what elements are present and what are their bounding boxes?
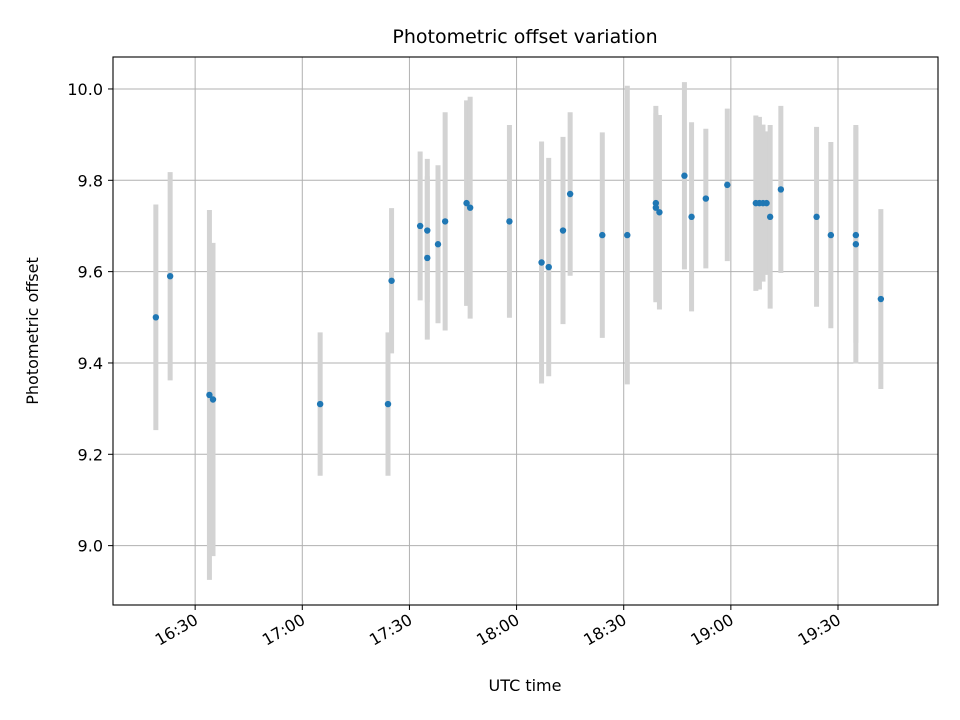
data-point [624, 231, 631, 239]
data-point [384, 400, 392, 408]
y-tick-label: 9.2 [78, 445, 103, 464]
data-point [463, 199, 470, 207]
data-point [827, 231, 835, 239]
data-point [763, 199, 770, 207]
data-point [652, 199, 660, 207]
data-point [559, 227, 567, 234]
y-tick-label: 9.8 [78, 171, 103, 190]
data-point [724, 181, 731, 189]
data-point [209, 396, 217, 403]
data-point [152, 314, 160, 321]
data-point [688, 213, 695, 221]
grid [113, 57, 938, 605]
data-point [506, 218, 513, 225]
data-point [388, 277, 395, 284]
y-tick-label: 9.4 [78, 354, 103, 373]
data-point [566, 190, 574, 198]
data-point [681, 172, 688, 179]
data-point [206, 391, 213, 399]
data-point [545, 263, 552, 271]
data-point [813, 213, 820, 221]
data-point [852, 241, 860, 248]
data-point [599, 231, 606, 239]
data-point [656, 209, 663, 216]
chart-title: Photometric offset variation [392, 26, 657, 48]
y-axis-ticks: 9.0 9.2 9.4 9.6 9.8 10.0 [67, 80, 113, 556]
data-point [434, 241, 442, 248]
data-point [424, 227, 431, 234]
data-point [538, 259, 545, 266]
data-point [652, 204, 660, 211]
data-point [777, 186, 785, 193]
data-point [466, 204, 474, 211]
plot-frame [112, 56, 939, 606]
y-axis-label: Photometric offset [23, 257, 42, 405]
y-tick-label: 9.0 [78, 537, 103, 556]
data-point [166, 273, 174, 280]
data-point [316, 400, 324, 408]
data-points [152, 172, 885, 408]
data-point [702, 195, 710, 202]
data-point [877, 295, 885, 303]
data-point [416, 222, 424, 230]
y-tick-label: 9.6 [78, 263, 103, 282]
data-point [766, 213, 774, 221]
data-point [441, 218, 449, 225]
data-point [852, 231, 860, 239]
x-axis-label: UTC time [489, 676, 562, 695]
data-point [424, 254, 431, 262]
y-tick-label: 10.0 [67, 80, 103, 99]
